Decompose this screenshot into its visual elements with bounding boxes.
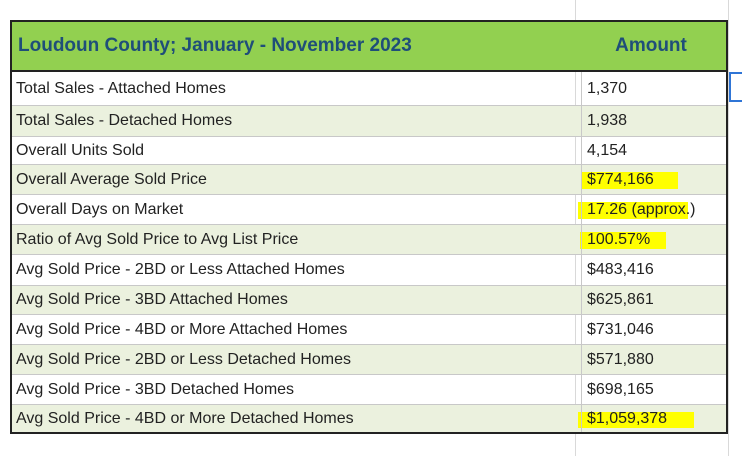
cell-selection <box>729 72 742 102</box>
row-label: Avg Sold Price - 3BD Detached Homes <box>16 380 295 398</box>
table-row: Avg Sold Price - 3BD Attached Homes $625,… <box>10 286 728 315</box>
row-label: Overall Average Sold Price <box>16 170 207 188</box>
table-row: Overall Days on Market 17.26 (approx.) <box>10 195 728 225</box>
row-value: $483,416 <box>581 255 654 285</box>
header-cell: Loudoun County; January - November 2023 <box>10 20 576 72</box>
row-label: Overall Days on Market <box>16 200 184 218</box>
row-label: Avg Sold Price - 2BD or Less Attached Ho… <box>16 261 345 278</box>
row-label: Total Sales - Attached Homes <box>16 79 226 97</box>
highlight <box>580 232 666 249</box>
table-row: Avg Sold Price - 4BD or More Detached Ho… <box>10 405 728 434</box>
row-value: 1,938 <box>581 106 627 136</box>
header-cell: Amount <box>576 20 728 72</box>
table-row: Total Sales - Attached Homes 1,370 <box>10 72 728 106</box>
row-label: Avg Sold Price - 4BD or More Detached Ho… <box>16 410 354 427</box>
table-row: Avg Sold Price - 3BD Detached Homes $698,… <box>10 375 728 405</box>
row-label: Ratio of Avg Sold Price to Avg List Pric… <box>16 230 299 248</box>
grid-line <box>728 0 729 456</box>
row-label: Avg Sold Price - 2BD or Less Detached Ho… <box>16 350 351 368</box>
row-value: $731,046 <box>581 315 654 344</box>
row-label: Avg Sold Price - 4BD or More Attached Ho… <box>16 320 348 338</box>
header-title: Loudoun County; January - November 2023 <box>18 35 412 56</box>
row-value: 4,154 <box>581 137 627 164</box>
row-value: $1,059,378 <box>581 405 667 433</box>
row-label: Overall Units Sold <box>16 141 145 159</box>
table-row: Avg Sold Price - 2BD or Less Attached Ho… <box>10 255 728 286</box>
row-label: Total Sales - Detached Homes <box>16 112 233 129</box>
table-row: Avg Sold Price - 4BD or More Attached Ho… <box>10 315 728 345</box>
table-row: Overall Average Sold Price $774,166 <box>10 165 728 195</box>
table-row: Avg Sold Price - 2BD or Less Detached Ho… <box>10 345 728 375</box>
row-label: Avg Sold Price - 3BD Attached Homes <box>16 291 288 308</box>
highlight <box>578 412 694 428</box>
row-value: 100.57% <box>581 225 650 254</box>
row-value: $571,880 <box>581 345 654 374</box>
highlight <box>578 202 688 219</box>
highlight <box>582 172 678 189</box>
row-value: $625,861 <box>581 286 654 314</box>
table-row: Ratio of Avg Sold Price to Avg List Pric… <box>10 225 728 255</box>
row-value: 17.26 (approx.) <box>581 195 696 224</box>
table-row: Total Sales - Detached Homes 1,938 <box>10 106 728 137</box>
row-value: $774,166 <box>581 165 654 194</box>
table-row: Overall Units Sold 4,154 <box>10 137 728 165</box>
row-value: 1,370 <box>581 72 627 105</box>
row-value: $698,165 <box>581 375 654 404</box>
header-amount: Amount <box>615 35 687 56</box>
